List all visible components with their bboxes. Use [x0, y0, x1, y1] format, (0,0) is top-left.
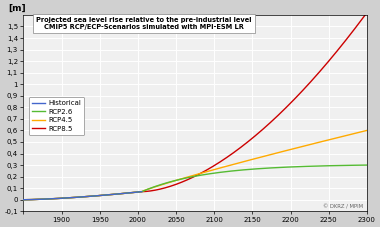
- Text: © DKRZ / MPIM: © DKRZ / MPIM: [323, 204, 363, 209]
- Text: [m]: [m]: [8, 4, 25, 13]
- Legend: Historical, RCP2.6, RCP4.5, RCP8.5: Historical, RCP2.6, RCP4.5, RCP8.5: [28, 97, 84, 135]
- Text: Projected sea level rise relative to the pre-industrial level
CMIP5 RCP/ECP-Scen: Projected sea level rise relative to the…: [36, 17, 252, 30]
